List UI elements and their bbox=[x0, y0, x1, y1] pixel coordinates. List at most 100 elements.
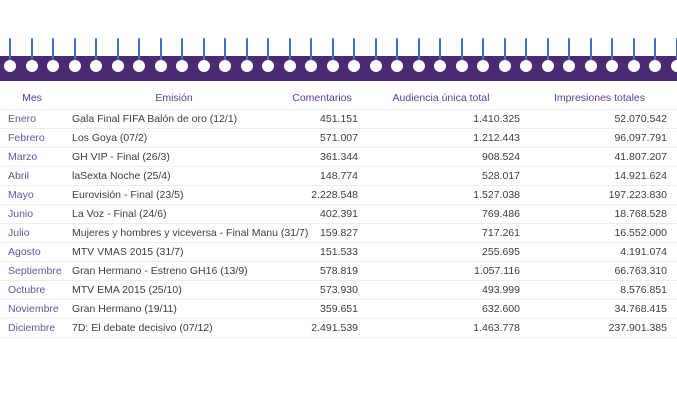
emission-cell: Gala Final FIFA Balón de oro (12/1) bbox=[64, 109, 284, 129]
month-cell: Diciembre bbox=[0, 318, 64, 338]
pin-stem-icon bbox=[568, 38, 570, 63]
impressions-cell: 41.807.207 bbox=[522, 147, 677, 167]
binding-pin-icon bbox=[623, 0, 645, 82]
binding-hole-icon bbox=[477, 60, 489, 72]
pin-stem-icon bbox=[224, 38, 226, 63]
column-header-1: Emisión bbox=[64, 88, 284, 110]
audience-cell: 493.999 bbox=[360, 280, 522, 300]
audience-cell: 1.463.778 bbox=[360, 318, 522, 338]
audience-cell: 528.017 bbox=[360, 166, 522, 186]
pin-stem-icon bbox=[73, 38, 76, 63]
table-row: Abril laSexta Noche (25/4) 148.774 528.017 1… bbox=[0, 166, 677, 186]
month-cell: Junio bbox=[0, 204, 64, 224]
binding-hole-icon bbox=[25, 60, 38, 72]
binding-hole-icon bbox=[455, 60, 468, 72]
binding-hole-icon bbox=[68, 60, 81, 72]
pin-stem-icon bbox=[525, 38, 527, 63]
impressions-cell: 16.552.000 bbox=[522, 223, 677, 243]
binding-pin-icon bbox=[300, 0, 322, 82]
month-cell: Octubre bbox=[0, 280, 64, 300]
column-header-0: Mes bbox=[0, 88, 64, 110]
binding-hole-icon bbox=[133, 60, 145, 72]
binding-hole-icon bbox=[4, 60, 16, 72]
binding-hole-icon bbox=[326, 60, 339, 72]
emission-cell: GH VIP - Final (26/3) bbox=[64, 147, 284, 167]
emission-cell: Mujeres y hombres y viceversa - Final Ma… bbox=[64, 223, 308, 243]
impressions-cell: 96.097.791 bbox=[522, 128, 677, 148]
impressions-cell: 197.223.830 bbox=[522, 185, 677, 205]
pin-stem-icon bbox=[589, 38, 592, 63]
column-header-4: Impresiones totales bbox=[522, 88, 677, 110]
pin-stem-icon bbox=[310, 38, 312, 63]
binding-pin-icon bbox=[150, 0, 172, 82]
table-row: Febrero Los Goya (07/2) 571.007 1.212.443 96… bbox=[0, 128, 677, 148]
binding-pin-icon bbox=[494, 0, 516, 82]
impressions-cell: 8.576.851 bbox=[522, 280, 677, 300]
binding-pin-icon bbox=[343, 0, 365, 82]
impressions-cell: 34.768.415 bbox=[522, 299, 677, 319]
binding-pin-icon bbox=[214, 0, 236, 82]
binding-hole-icon bbox=[240, 60, 253, 72]
audience-cell: 1.212.443 bbox=[360, 128, 522, 148]
binding-hole-icon bbox=[47, 60, 59, 72]
emission-cell: La Voz - Final (24/6) bbox=[64, 204, 284, 224]
impressions-cell: 18.768.528 bbox=[522, 204, 677, 224]
column-header-3: Audiencia única total bbox=[360, 88, 522, 110]
comments-cell: 573.930 bbox=[284, 280, 360, 300]
month-cell: Agosto bbox=[0, 242, 64, 262]
impressions-cell: 4.191.074 bbox=[522, 242, 677, 262]
comments-cell: 359.651 bbox=[284, 299, 360, 319]
binding-pin-icon bbox=[451, 0, 473, 82]
impressions-cell: 66.763.310 bbox=[522, 261, 677, 281]
table-row: Noviembre Gran Hermano (19/11) 359.651 632.… bbox=[0, 299, 677, 319]
binding-hole-icon bbox=[305, 60, 317, 72]
pin-stem-icon bbox=[654, 38, 656, 63]
pin-stem-icon bbox=[503, 38, 506, 63]
pin-stem-icon bbox=[159, 38, 162, 63]
pin-stem-icon bbox=[396, 38, 398, 63]
binding-pin-icon bbox=[429, 0, 451, 82]
table-head: Mes Emisión Comentarios Audiencia única tot… bbox=[0, 88, 677, 110]
table-row: Junio La Voz - Final (24/6) 402.391 769.486… bbox=[0, 204, 677, 224]
comments-cell: 2.228.548 bbox=[284, 185, 360, 205]
month-cell: Julio bbox=[0, 223, 64, 243]
comments-cell: 402.391 bbox=[284, 204, 360, 224]
binding-pin-icon bbox=[386, 0, 408, 82]
table-body: Enero Gala Final FIFA Balón de oro (12/1)… bbox=[0, 109, 677, 338]
binding-pin-icon bbox=[365, 0, 387, 82]
pin-stem-icon bbox=[52, 38, 54, 63]
binding-pin-icon bbox=[408, 0, 430, 82]
emission-cell: Gran Hermano - Estreno GH16 (13/9) bbox=[64, 261, 284, 281]
comments-cell: 578.819 bbox=[284, 261, 360, 281]
monthly-stats-table: Mes Emisión Comentarios Audiencia única tot… bbox=[0, 88, 677, 338]
pin-stem-icon bbox=[417, 38, 420, 63]
binding-hole-icon bbox=[520, 60, 532, 72]
binding-pin-icon bbox=[128, 0, 150, 82]
emission-cell: laSexta Noche (25/4) bbox=[64, 166, 284, 186]
impressions-cell: 14.921.624 bbox=[522, 166, 677, 186]
binding-pin-icon bbox=[64, 0, 86, 82]
comments-cell: 148.774 bbox=[284, 166, 360, 186]
month-cell: Enero bbox=[0, 109, 64, 129]
month-cell: Septiembre bbox=[0, 261, 64, 281]
pin-stem-icon bbox=[482, 38, 484, 63]
table-row: Mayo Eurovisión - Final (23/5) 2.228.548 1.… bbox=[0, 185, 677, 205]
pin-stem-icon bbox=[181, 38, 183, 63]
emission-cell: MTV VMAS 2015 (31/7) bbox=[64, 242, 284, 262]
binding-pin-icon bbox=[193, 0, 215, 82]
binding-hole-icon bbox=[412, 60, 425, 72]
emission-cell: Eurovisión - Final (23/5) bbox=[64, 185, 284, 205]
pin-stem-icon bbox=[675, 38, 677, 63]
pin-stem-icon bbox=[202, 38, 205, 63]
pin-stem-icon bbox=[116, 38, 119, 63]
pin-stem-icon bbox=[9, 38, 11, 63]
binding-pin-icon bbox=[537, 0, 559, 82]
binding-hole-icon bbox=[498, 60, 511, 72]
impressions-cell: 52.070.542 bbox=[522, 109, 677, 129]
pin-stem-icon bbox=[374, 38, 377, 63]
comments-cell: 451.151 bbox=[284, 109, 360, 129]
binding-hole-icon bbox=[670, 60, 677, 72]
binding-hole-icon bbox=[369, 60, 382, 72]
binding-pin-icon bbox=[515, 0, 537, 82]
audience-cell: 1.410.325 bbox=[360, 109, 522, 129]
